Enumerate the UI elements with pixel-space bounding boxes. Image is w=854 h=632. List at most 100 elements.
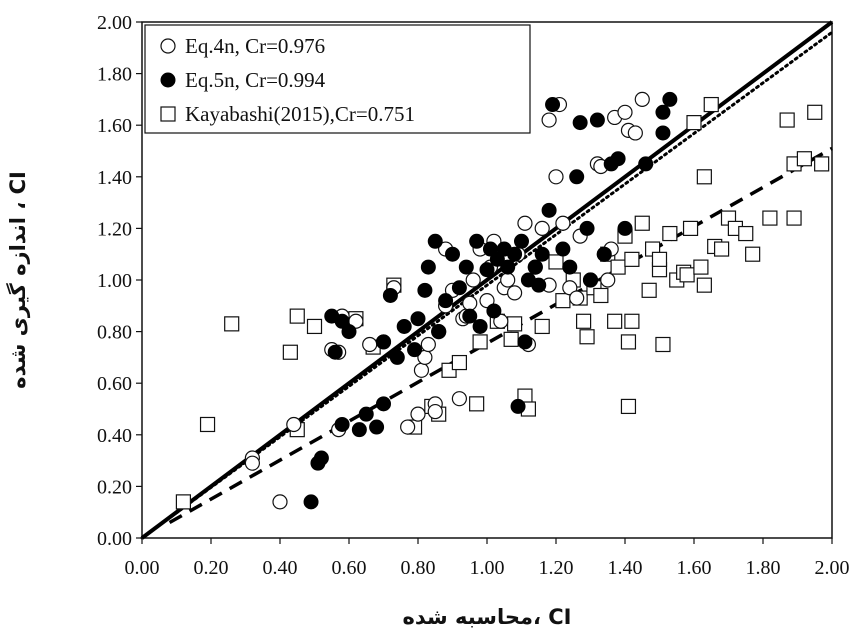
filled-circle-point [579,220,595,236]
open-square-point [224,316,240,332]
open-square-point [786,210,802,226]
filled-circle-point [431,324,447,340]
open-circle-point [451,391,467,407]
x-tick-label: 0.20 [194,557,229,579]
filled-circle-point [534,246,550,262]
y-axis-ticks: 0.00 0.20 0.40 0.60 0.80 1.00 1.20 1.40 1.60 1.80… [97,12,142,550]
filled-circle-point [527,259,543,275]
x-tick-label: 0.60 [332,557,367,579]
open-square-point [624,313,640,329]
open-circle-point [541,112,557,128]
open-circle-point [427,403,443,420]
x-tick-label: 1.00 [470,557,505,579]
open-square-point [534,318,550,335]
x-axis-ticks: 0.00 0.20 0.40 0.60 0.80 1.00 1.20 1.40 1.60 1.80… [125,538,850,579]
open-circle-point [400,419,416,435]
open-square-point [682,220,699,236]
open-circle-point [462,295,478,311]
filled-circle-point [500,259,516,275]
x-tick-label: 1.40 [608,557,643,579]
x-tick-label: 0.00 [125,557,160,579]
open-circle-point [362,336,378,353]
open-square-point [686,115,702,131]
filled-circle-point [545,97,561,113]
open-circle-point [600,272,616,288]
filled-circle-point [507,246,523,262]
open-square-point [679,267,695,283]
x-axis-title: CI ،محاسبه شده [403,605,572,629]
filled-circle-point [572,115,588,131]
open-circle-point [548,169,564,185]
filled-circle-point [517,334,533,350]
open-square-point [713,241,730,257]
legend-marker-open-circle [160,38,176,54]
filled-circle-point [638,156,654,172]
open-square-point [796,151,813,167]
x-tick-label: 1.20 [539,557,574,579]
filled-circle-point [479,262,495,278]
open-square-point [451,354,467,371]
open-square-point [634,215,650,231]
y-axis-title: CI ، اندازه گیری شده [5,171,30,389]
open-square-point [503,331,519,347]
open-circle-point [534,220,550,236]
filled-circle-point [655,125,671,141]
open-circle-point [617,104,633,120]
open-square-point [624,251,640,267]
filled-circle-point [596,246,612,262]
filled-circle-point [369,419,385,435]
series-filled-circle [303,91,678,510]
y-tick-label: 0.40 [97,425,132,447]
filled-circle-point [662,91,678,107]
filled-circle-point [334,416,350,432]
open-square-point [282,344,298,360]
filled-circle-point [341,324,357,340]
filled-circle-point [610,151,626,167]
series-open-square [175,96,830,510]
filled-circle-point [410,311,426,327]
filled-circle-point [445,246,460,262]
open-square-point [641,282,657,298]
filled-circle-point [514,233,529,249]
y-tick-label: 0.80 [97,322,132,344]
legend-label: Kayabashi(2015),Cr=0.751 [185,102,415,126]
open-square-point [738,225,754,242]
open-square-point [548,254,564,270]
open-square-point [472,334,488,350]
y-tick-label: 0.60 [97,373,132,395]
open-square-point [693,259,709,275]
open-circle-point [634,91,650,108]
filled-circle-point [303,494,319,510]
filled-circle-point [510,398,526,414]
open-square-point [655,336,671,353]
open-square-point [696,169,712,185]
open-square-point [745,246,761,262]
x-tick-label: 2.00 [815,557,850,579]
filled-circle-point [562,259,578,275]
open-circle-point [627,125,643,141]
x-tick-label: 0.80 [401,557,436,579]
filled-circle-point [358,406,374,422]
open-square-point [199,416,216,433]
filled-circle-point [451,280,467,296]
plot-area [140,20,834,540]
open-square-point [814,156,830,172]
open-square-point [593,287,609,304]
y-tick-label: 1.20 [97,218,132,240]
filled-circle-point [531,277,547,293]
filled-circle-point [327,344,343,360]
filled-circle-point [472,318,488,334]
filled-circle-point [541,202,557,218]
y-tick-label: 1.00 [97,270,132,292]
open-square-point [662,225,678,242]
filled-circle-point [462,308,478,324]
filled-circle-point [417,282,433,298]
legend-label: Eq.5n, Cr=0.994 [185,68,326,92]
open-square-point [651,251,668,267]
open-square-point [607,313,623,329]
open-circle-point [506,285,523,301]
open-circle-point [244,455,260,471]
filled-circle-point [617,220,633,236]
filled-circle-point [583,272,598,288]
